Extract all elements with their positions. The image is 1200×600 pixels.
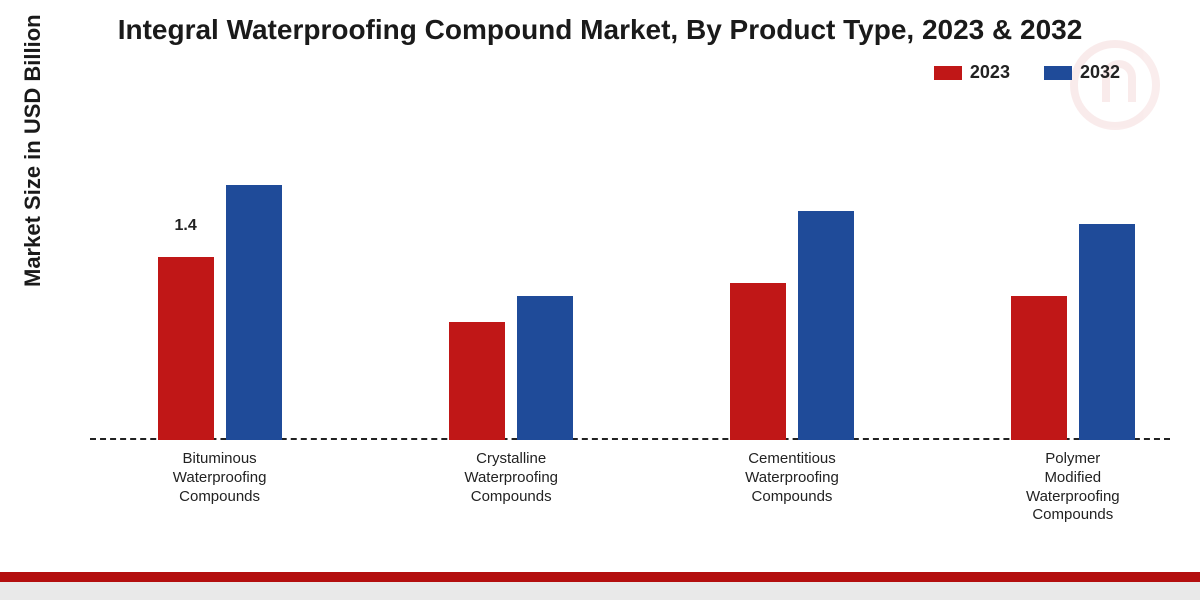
bar [1079,224,1135,440]
legend-swatch-2032 [1044,66,1072,80]
x-axis-labels: BituminousWaterproofingCompounds Crystall… [90,450,1170,570]
x-axis-category-label: CementitiousWaterproofingCompounds [702,450,882,506]
legend-label-2032: 2032 [1080,62,1120,83]
x-axis-category-label: BituminousWaterproofingCompounds [130,450,310,506]
bar-group [730,211,854,440]
bar-value-label: 1.4 [174,217,196,235]
bar [1011,296,1067,440]
chart-title: Integral Waterproofing Compound Market, … [0,14,1200,46]
legend-item-2032: 2032 [1044,62,1120,83]
bar-group [1011,224,1135,440]
legend-swatch-2023 [934,66,962,80]
bar [517,296,573,440]
legend: 2023 2032 [934,62,1120,83]
footer-background [0,582,1200,600]
legend-label-2023: 2023 [970,62,1010,83]
bar [730,283,786,440]
footer-accent-bar [0,572,1200,582]
plot-area: 1.4 [90,100,1170,440]
bar [226,185,282,440]
x-axis-category-label: CrystallineWaterproofingCompounds [421,450,601,506]
bar-group [449,296,573,440]
y-axis-label: Market Size in USD Billion [20,14,46,287]
bar [798,211,854,440]
bar [449,322,505,440]
bar [158,257,214,440]
legend-item-2023: 2023 [934,62,1010,83]
chart-canvas: Integral Waterproofing Compound Market, … [0,0,1200,600]
x-axis-category-label: PolymerModifiedWaterproofingCompounds [983,450,1163,525]
